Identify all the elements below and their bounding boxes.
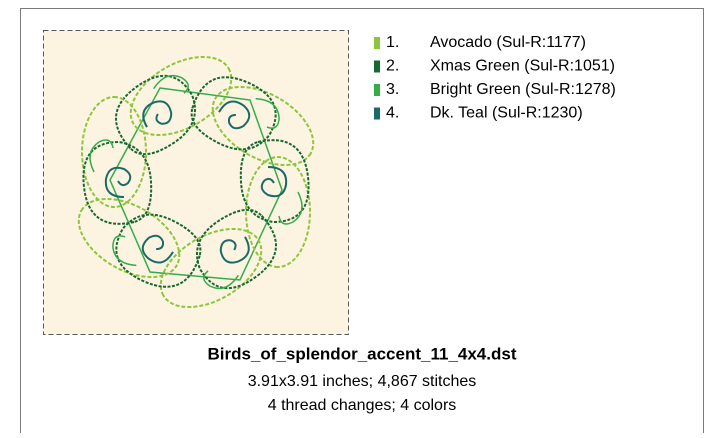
file-name: Birds_of_splendor_accent_11_4x4.dst [208, 344, 517, 363]
bird-motif [115, 55, 233, 156]
thread-name: Dk. Teal (Sul-R:1230) [430, 105, 583, 122]
bird-body [115, 74, 196, 156]
embroidery-preview [77, 55, 315, 309]
bird-body [239, 139, 310, 224]
feather-curl [153, 74, 189, 94]
card-border [20, 8, 704, 433]
thread-name: Avocado (Sul-R:1177) [430, 34, 586, 51]
feather-curl [203, 270, 239, 290]
feather-curl [112, 235, 137, 267]
thread-swatch [374, 107, 380, 120]
thread-number: 2. [386, 58, 399, 75]
thread-name: Bright Green (Sul-R:1278) [430, 81, 616, 98]
thread-legend: 1. Avocado (Sul-R:1177) 2. Xmas Green (Sul-… [374, 34, 616, 122]
bird-motif [81, 96, 153, 225]
wing-outline [77, 197, 181, 279]
thread-number: 4. [386, 105, 399, 122]
bird-swirl [141, 234, 174, 264]
bird-swirl [219, 236, 250, 264]
thread-swatch [374, 60, 380, 73]
wing-outline [159, 227, 263, 309]
bird-motif [190, 76, 315, 167]
wing-outline [129, 55, 233, 137]
bird-swirl [142, 100, 173, 128]
bird-body [115, 213, 202, 288]
thread-swatch [374, 37, 380, 49]
thread-number: 3. [386, 81, 399, 98]
bird-motif [239, 139, 311, 268]
bird-motif [159, 208, 277, 309]
bird-body [196, 208, 277, 290]
feather-curl [278, 191, 303, 225]
wing-outline [81, 96, 147, 208]
feather-curl [89, 139, 114, 173]
bird-motif [77, 197, 202, 288]
wing-outline [211, 85, 315, 167]
frame-lines [109, 87, 283, 281]
thread-swatch [374, 84, 380, 96]
feather-curl [255, 97, 280, 129]
bird-swirl [260, 166, 288, 198]
bird-body [82, 140, 153, 225]
thread-name: Xmas Green (Sul-R:1051) [430, 58, 615, 75]
thread-summary: 4 thread changes; 4 colors [268, 397, 457, 414]
design-size: 3.91x3.91 inches; 4,867 stitches [248, 373, 477, 390]
wing-outline [245, 156, 311, 268]
bird-body [190, 76, 277, 151]
bird-swirl [104, 166, 132, 198]
thread-number: 1. [386, 34, 399, 51]
bird-swirl [218, 100, 251, 130]
hoop-area [43, 30, 349, 335]
